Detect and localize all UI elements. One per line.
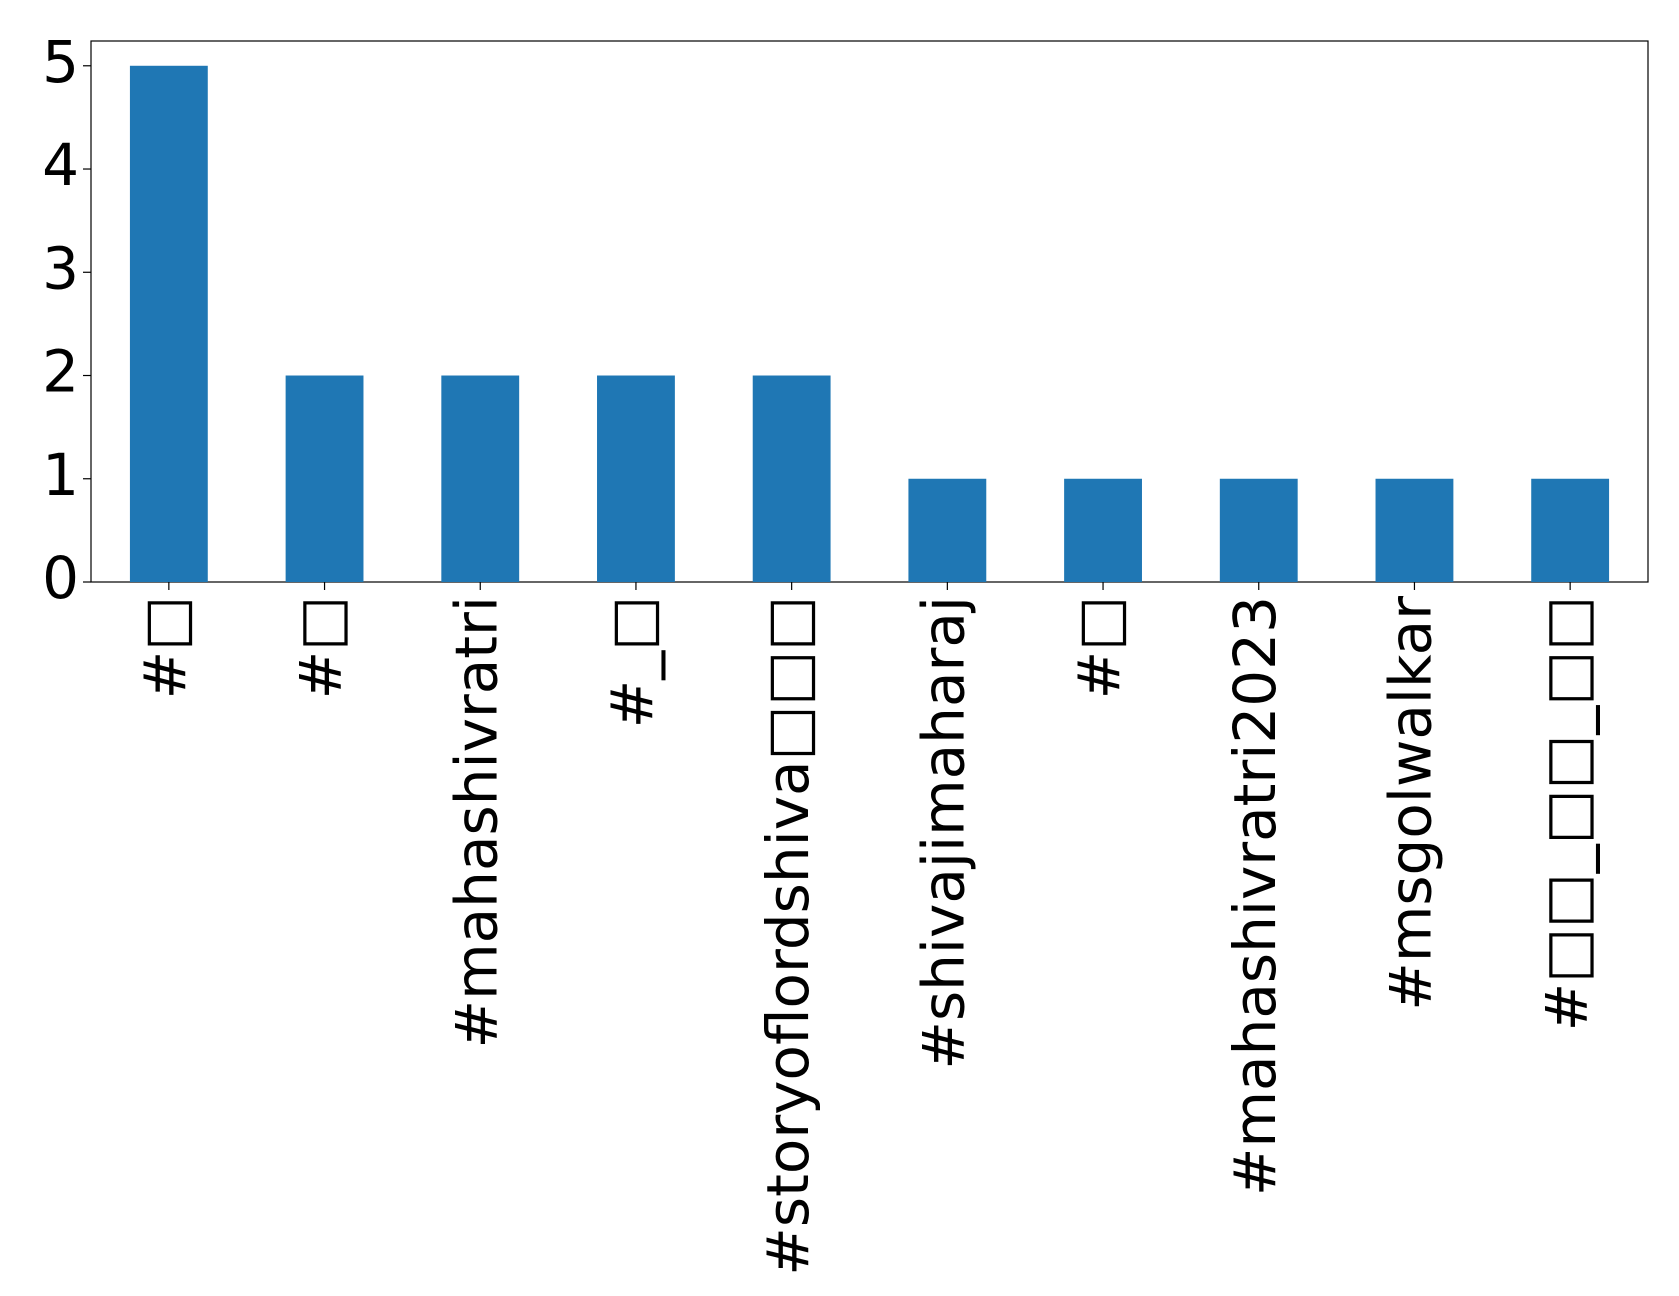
bar [1219,478,1298,582]
bar [752,375,831,582]
bar [1531,478,1610,582]
bar [1064,478,1142,582]
x-tick-label: #□ [131,596,199,699]
x-tick-label: #storyoflordshiva□□□ [754,596,822,1276]
x-tick-label: #□ [1065,596,1133,699]
bar [441,375,520,582]
y-tick-label: 1 [42,441,79,509]
x-tick-label: #□ [287,596,355,699]
x-tick-label: #mahashivratri [442,596,510,1048]
bar [597,375,675,582]
y-tick-label: 2 [42,338,79,406]
y-tick-label: 3 [42,234,79,302]
plot-frame [90,40,1649,583]
y-tick-label: 0 [42,544,79,612]
x-tick-label: #_□ [598,596,666,728]
x-tick-label: #□□_□□_□□ [1532,596,1600,1031]
x-tick-label: #shivajimaharaj [909,596,977,1070]
x-tick-label: #mahashivratri2023 [1221,596,1289,1196]
bar [129,65,208,582]
x-tick-label: #msgolwalkar [1377,596,1445,1011]
y-tick-label: 5 [42,28,79,96]
bar [285,375,364,582]
bar [1375,478,1454,582]
bar [908,478,987,582]
y-tick-label: 4 [42,131,79,199]
